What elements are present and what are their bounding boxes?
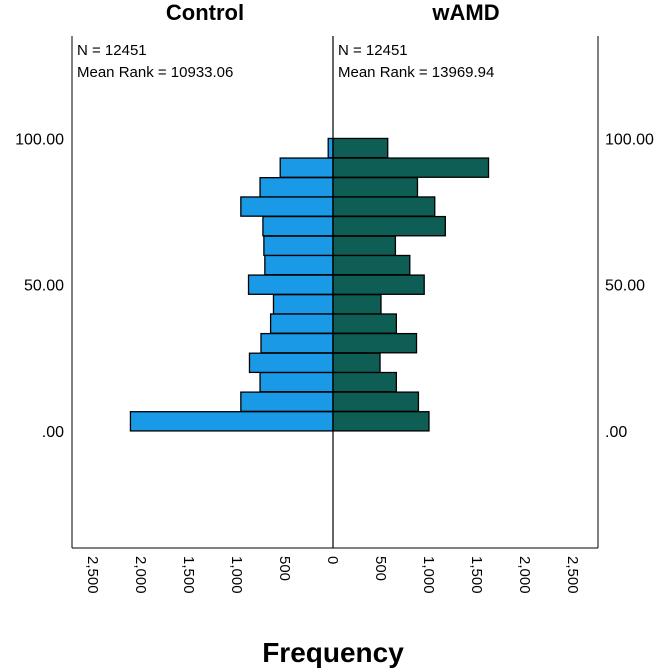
y-axis-right: .00 50.00 100.00 [605, 131, 654, 441]
x-tick-label-left: 1,000 [228, 556, 245, 594]
control-bar [264, 254, 334, 276]
y-tick-label-left: 100.00 [15, 131, 64, 148]
control-bar [272, 294, 334, 315]
control-bar [240, 196, 334, 217]
wamd-bar [332, 137, 389, 159]
x-tick-label-right: 2,500 [564, 556, 581, 594]
wamd-bar [332, 294, 382, 315]
wamd-bar [332, 313, 398, 334]
x-axis-title: Frequency [262, 637, 404, 668]
wamd-mean-rank: Mean Rank = 13969.94 [338, 64, 494, 81]
control-bars [129, 137, 334, 432]
control-group-title: Control [166, 0, 244, 25]
control-bar [248, 352, 334, 374]
wamd-bar [332, 274, 425, 295]
wamd-bar [332, 196, 436, 217]
x-tick-label-right: 1,000 [420, 556, 437, 594]
x-tick-label-right: 2,000 [516, 556, 533, 594]
y-tick-label-left: .00 [42, 424, 64, 441]
y-tick-label-right: 50.00 [605, 278, 645, 295]
x-tick-label-left: 2,500 [84, 556, 101, 594]
control-bar [247, 274, 334, 295]
control-mean-rank: Mean Rank = 10933.06 [77, 64, 233, 81]
control-bar [262, 215, 334, 237]
control-bar [259, 177, 334, 198]
wamd-bar [332, 177, 419, 198]
wamd-bar [332, 352, 381, 374]
control-bar [129, 411, 334, 432]
y-tick-label-right: 100.00 [605, 131, 654, 148]
x-tick-label-left: 0 [324, 556, 341, 564]
wamd-bar [332, 157, 490, 178]
x-tick-label-left: 1,500 [180, 556, 197, 594]
wamd-bar [332, 332, 418, 354]
x-tick-label-left: 500 [276, 556, 293, 581]
x-tick-label-right: 1,500 [468, 556, 485, 594]
control-bar [279, 157, 334, 178]
wamd-bar [332, 254, 411, 276]
x-tick-label-right: 500 [372, 556, 389, 581]
wamd-bar [332, 235, 397, 257]
control-bar [269, 313, 334, 334]
x-tick-label-left: 2,000 [132, 556, 149, 594]
wamd-bar [332, 371, 398, 393]
wamd-bar [332, 411, 430, 432]
y-tick-label-left: 50.00 [24, 278, 64, 295]
control-bar [327, 137, 334, 159]
control-n-label: N = 12451 [77, 42, 147, 59]
wamd-n-label: N = 12451 [338, 42, 408, 59]
wamd-bars [332, 137, 490, 432]
control-bar [259, 371, 334, 393]
y-tick-label-right: .00 [605, 424, 627, 441]
wamd-bar [332, 391, 420, 412]
x-axis-ticks: 2,500 2,000 1,500 1,000 500 0 500 1,000 1,500 2,0… [84, 556, 581, 594]
control-bar [260, 332, 334, 354]
wamd-bar [332, 215, 446, 237]
wamd-group-title: wAMD [431, 0, 499, 25]
control-bar [263, 235, 334, 257]
control-bar [240, 391, 334, 412]
y-axis-left: .00 50.00 100.00 [15, 131, 64, 441]
